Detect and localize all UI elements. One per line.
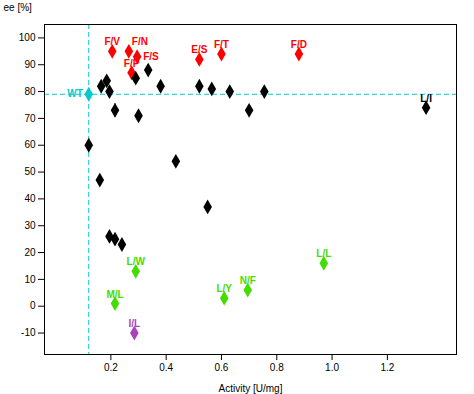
svg-text:F/T: F/T <box>214 39 229 50</box>
svg-text:90: 90 <box>24 59 36 70</box>
svg-text:0.8: 0.8 <box>270 362 284 373</box>
svg-text:80: 80 <box>24 86 36 97</box>
svg-text:100: 100 <box>19 32 36 43</box>
svg-text:L/Y: L/Y <box>216 283 232 294</box>
svg-text:0.6: 0.6 <box>215 362 229 373</box>
svg-text:WT: WT <box>67 88 83 99</box>
svg-text:0.2: 0.2 <box>104 362 118 373</box>
svg-text:50: 50 <box>24 166 36 177</box>
svg-text:30: 30 <box>24 220 36 231</box>
svg-text:E/S: E/S <box>191 44 207 55</box>
svg-text:I/L: I/L <box>129 318 141 329</box>
svg-text:F/V: F/V <box>104 36 120 47</box>
svg-text:F/N: F/N <box>132 36 148 47</box>
svg-text:70: 70 <box>24 113 36 124</box>
svg-text:10: 10 <box>24 274 36 285</box>
svg-text:F/P: F/P <box>124 58 140 69</box>
svg-text:60: 60 <box>24 139 36 150</box>
svg-text:ee [%]: ee [%] <box>4 2 33 13</box>
svg-text:L/I: L/I <box>420 93 432 104</box>
svg-text:-10: -10 <box>21 327 36 338</box>
svg-text:L/W: L/W <box>127 256 146 267</box>
svg-text:Activity [U/mg]: Activity [U/mg] <box>219 383 283 394</box>
svg-text:1.2: 1.2 <box>380 362 394 373</box>
svg-text:F/D: F/D <box>291 39 307 50</box>
svg-text:M/L: M/L <box>106 289 123 300</box>
svg-text:40: 40 <box>24 193 36 204</box>
svg-text:0.4: 0.4 <box>159 362 173 373</box>
svg-text:F/S: F/S <box>143 51 159 62</box>
svg-text:20: 20 <box>24 247 36 258</box>
svg-text:N/F: N/F <box>240 275 256 286</box>
svg-text:1.0: 1.0 <box>325 362 339 373</box>
svg-text:0: 0 <box>30 300 36 311</box>
svg-text:L/L: L/L <box>316 248 331 259</box>
